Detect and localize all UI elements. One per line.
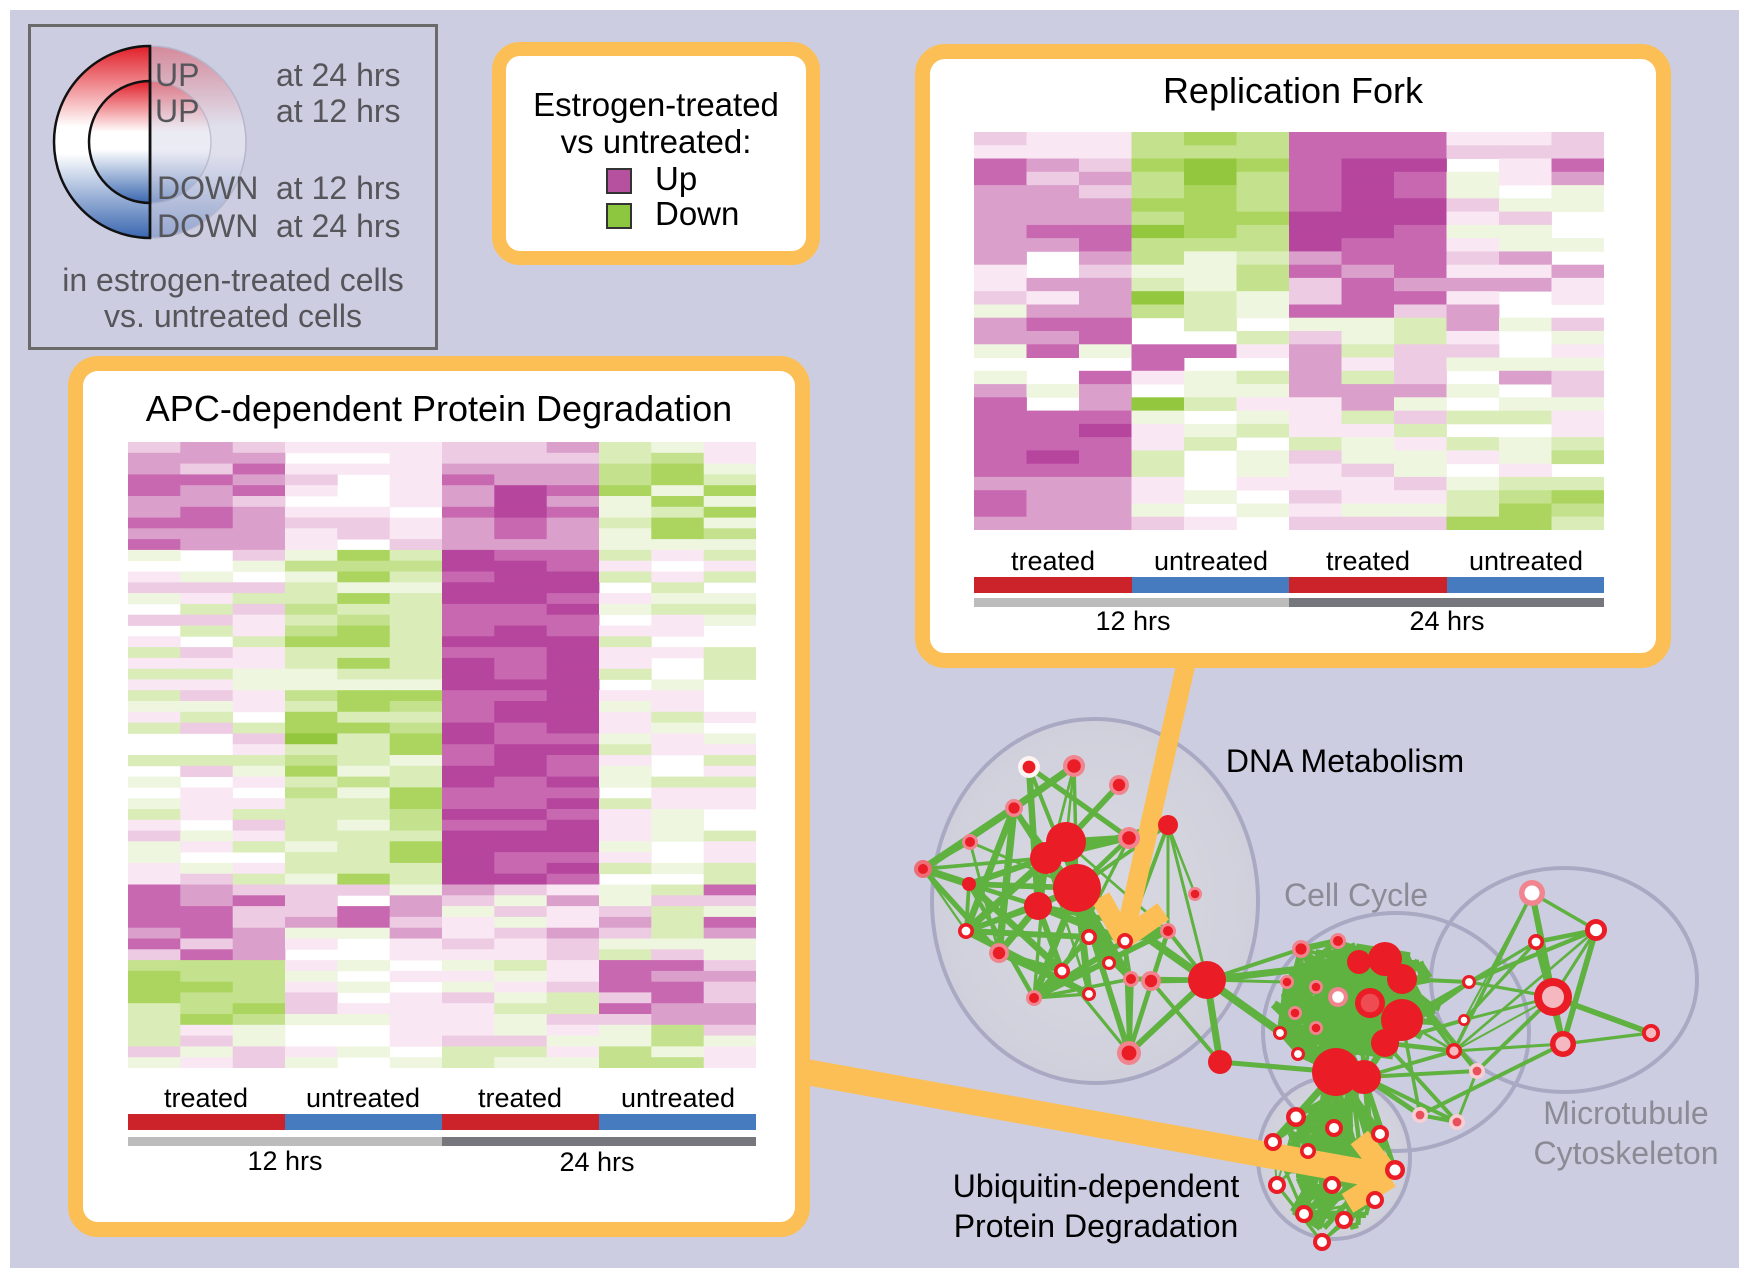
svg-text:Protein Degradation: Protein Degradation [954,1208,1239,1244]
svg-text:Ubiquitin-dependent: Ubiquitin-dependent [953,1168,1240,1204]
svg-text:Microtubule: Microtubule [1543,1095,1708,1131]
svg-text:Cytoskeleton: Cytoskeleton [1534,1135,1719,1171]
svg-text:Cell Cycle: Cell Cycle [1284,877,1428,913]
svg-text:DNA Metabolism: DNA Metabolism [1226,743,1464,779]
